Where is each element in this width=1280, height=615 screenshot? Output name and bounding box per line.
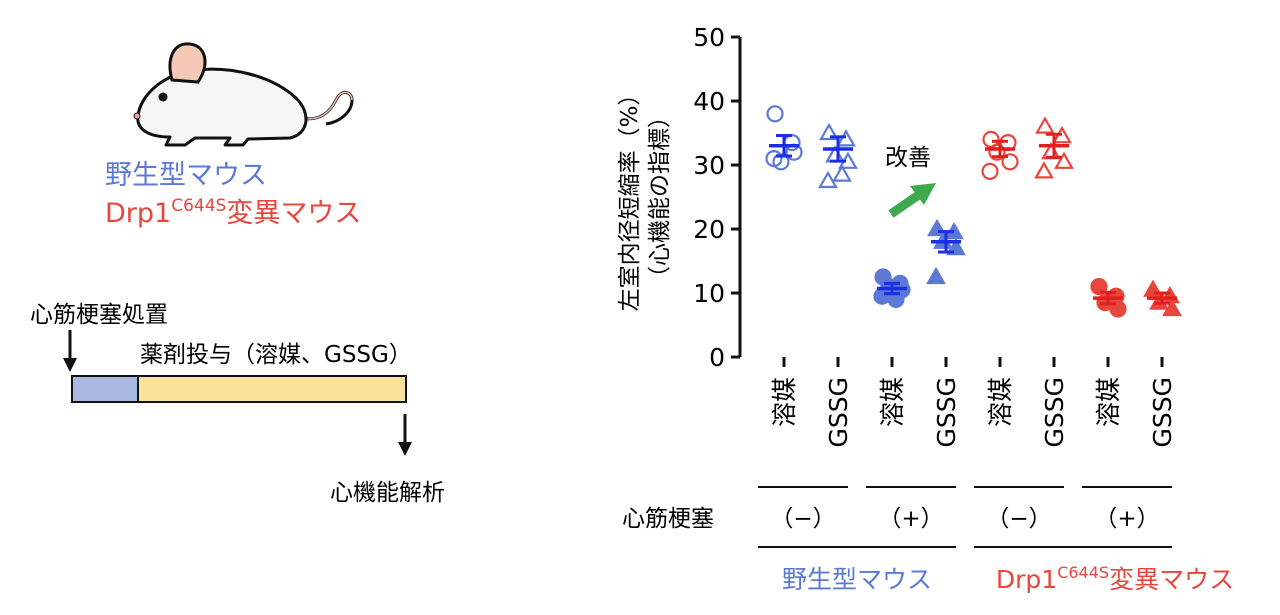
x-category-label: 溶媒	[878, 377, 907, 427]
data-point	[1035, 116, 1055, 134]
drug-administration-label: 薬剤投与（溶媒、GSSG）	[140, 342, 412, 368]
mouse-ear	[168, 42, 207, 84]
data-point	[765, 150, 783, 168]
x-category-labels: 溶媒 GSSG 溶媒 GSSG 溶媒 GSSG 溶媒 GSSG	[770, 377, 1177, 447]
data-point	[832, 164, 852, 182]
mouse-body	[136, 67, 308, 147]
mutant-mouse-label-sup: C644S	[171, 196, 226, 216]
timeline-bar-mi	[71, 375, 139, 403]
wt-mouse-label: 野生型マウス	[105, 160, 267, 191]
improvement-annotation: 改善	[885, 145, 931, 171]
data-point	[926, 266, 946, 285]
group-0	[765, 105, 803, 367]
mi-treatment-label: 心筋梗塞処置	[30, 302, 168, 328]
data-point	[818, 170, 838, 189]
x-category-label: GSSG	[932, 377, 961, 447]
data-point	[1162, 298, 1182, 317]
mi-label-wt-neg: （−）	[770, 506, 835, 532]
mouse-nose	[133, 112, 141, 120]
mutant-mouse-label: Drp1C644S変異マウス	[105, 196, 361, 229]
data-point	[766, 105, 784, 123]
data-point	[1054, 151, 1074, 169]
group-6	[1090, 278, 1127, 367]
y-tick-label: 0	[709, 343, 725, 372]
analysis-down-arrow	[398, 414, 412, 456]
mutant-mouse-label-suffix: 変異マウス	[226, 198, 361, 229]
data-point	[988, 143, 1006, 161]
y-tick-label: 50	[693, 23, 725, 52]
y-tick-label: 40	[693, 87, 725, 116]
data-point	[819, 122, 839, 141]
data-point	[836, 129, 856, 147]
mouse-illustration	[133, 42, 354, 147]
strain-row: 野生型マウス Drp1C644S変異マウス	[758, 546, 1234, 594]
group-3	[926, 218, 966, 367]
data-point	[1034, 161, 1054, 179]
mi-label-mut-neg: （−）	[986, 506, 1051, 532]
x-category-label: 溶媒	[1094, 377, 1123, 427]
improvement-arrow	[888, 183, 936, 218]
mi-down-arrow	[63, 330, 77, 372]
data-point	[1160, 285, 1180, 304]
y-tick-label: 10	[693, 279, 725, 308]
strain-label-mut-sup: C644S	[1057, 563, 1109, 582]
strain-label-wt: 野生型マウス	[782, 565, 932, 594]
group-1	[818, 122, 858, 367]
data-point	[887, 290, 905, 308]
mouse-eye	[158, 92, 168, 102]
data-point	[1001, 153, 1019, 171]
group-5	[1034, 116, 1074, 367]
strain-label-mut: Drp1C644S変異マウス	[996, 563, 1234, 594]
x-category-label: GSSG	[1148, 377, 1177, 447]
data-point	[981, 162, 999, 180]
y-axis-label-line2: （心機能の指標）	[647, 105, 673, 289]
group-7	[1143, 279, 1182, 367]
data-point	[873, 287, 891, 305]
strain-label-mut-prefix: Drp1	[996, 565, 1057, 594]
cardiac-analysis-label: 心機能解析	[330, 480, 445, 506]
y-tick-label: 20	[693, 215, 725, 244]
mi-row-label: 心筋梗塞	[622, 506, 714, 532]
mutant-mouse-label-prefix: Drp1	[105, 198, 171, 229]
group-4	[981, 130, 1019, 367]
data-groups	[765, 105, 1182, 367]
timeline-bar-drug	[137, 375, 407, 403]
y-axis-ticks: 0 10 20 30 40 50	[693, 23, 740, 372]
mi-label-wt-pos: （+）	[878, 506, 943, 532]
group-2	[873, 268, 911, 367]
x-category-label: GSSG	[1040, 377, 1069, 447]
mi-label-mut-pos: （+）	[1094, 506, 1159, 532]
x-category-label: 溶媒	[770, 377, 799, 427]
data-point	[1090, 278, 1108, 296]
strain-label-mut-suffix: 変異マウス	[1109, 565, 1234, 594]
mi-condition-row: 心筋梗塞 （−） （+） （−） （+）	[622, 486, 1172, 532]
y-axis-label-line1: 左室内径短縮率（%）	[617, 83, 643, 312]
x-category-label: 溶媒	[986, 377, 1015, 427]
y-tick-label: 30	[693, 151, 725, 180]
x-category-label: GSSG	[824, 377, 853, 447]
